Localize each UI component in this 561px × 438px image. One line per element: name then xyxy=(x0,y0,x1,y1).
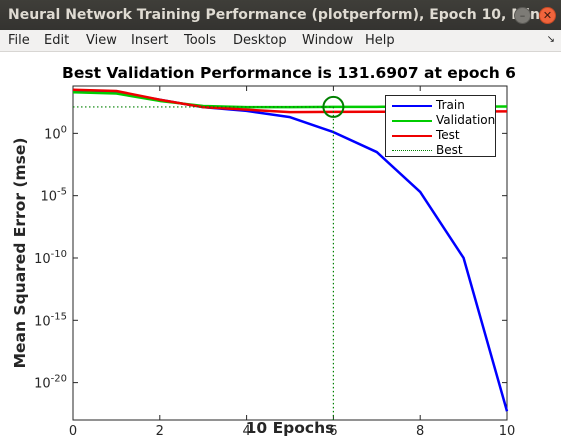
x-axis-label: 10 Epochs xyxy=(246,419,335,437)
legend-item-train: Train xyxy=(390,99,494,113)
y-axis-label: Mean Squared Error (mse) xyxy=(11,138,29,369)
legend-item-best: Best xyxy=(390,144,494,158)
y-tick-label: 100 xyxy=(44,124,67,142)
window-title: Neural Network Training Performance (plo… xyxy=(8,7,556,23)
y-tick-label: 10-20 xyxy=(34,374,67,392)
menu-help[interactable]: Help xyxy=(365,33,395,48)
legend-label-validation: Validation xyxy=(436,113,495,127)
legend-item-validation: Validation xyxy=(390,114,494,128)
chart-legend[interactable]: Train Validation Test Best xyxy=(385,95,496,157)
menu-insert[interactable]: Insert xyxy=(131,33,168,48)
menu-file[interactable]: File xyxy=(8,33,30,48)
menu-bar: File Edit View Insert Tools Desktop Wind… xyxy=(0,30,561,52)
menu-window[interactable]: Window xyxy=(302,33,353,48)
menu-desktop[interactable]: Desktop xyxy=(233,33,287,48)
x-tick-label: 10 xyxy=(499,424,516,438)
figure-area: Best Validation Performance is 131.6907 … xyxy=(0,53,561,438)
menu-view[interactable]: View xyxy=(86,33,117,48)
menu-tools[interactable]: Tools xyxy=(184,33,216,48)
legend-swatch-train xyxy=(392,105,432,107)
dock-arrow-icon[interactable]: ↘ xyxy=(547,34,555,45)
menu-edit[interactable]: Edit xyxy=(44,33,69,48)
legend-label-best: Best xyxy=(436,143,463,157)
legend-swatch-test xyxy=(392,135,432,137)
legend-swatch-validation xyxy=(392,120,432,122)
legend-item-test: Test xyxy=(390,129,494,143)
y-tick-label: 10-5 xyxy=(40,187,67,205)
x-tick-label: 8 xyxy=(416,424,424,438)
legend-label-test: Test xyxy=(436,128,460,142)
y-tick-label: 10-10 xyxy=(34,249,67,267)
y-tick-label: 10-15 xyxy=(34,311,67,329)
minimize-button[interactable]: – xyxy=(514,7,531,24)
x-tick-label: 2 xyxy=(156,424,164,438)
legend-swatch-best xyxy=(392,150,432,151)
x-tick-label: 0 xyxy=(69,424,77,438)
chart-title: Best Validation Performance is 131.6907 … xyxy=(62,64,516,82)
legend-label-train: Train xyxy=(436,98,465,112)
close-button[interactable]: ✕ xyxy=(539,7,556,24)
window-titlebar[interactable]: Neural Network Training Performance (plo… xyxy=(0,0,561,30)
